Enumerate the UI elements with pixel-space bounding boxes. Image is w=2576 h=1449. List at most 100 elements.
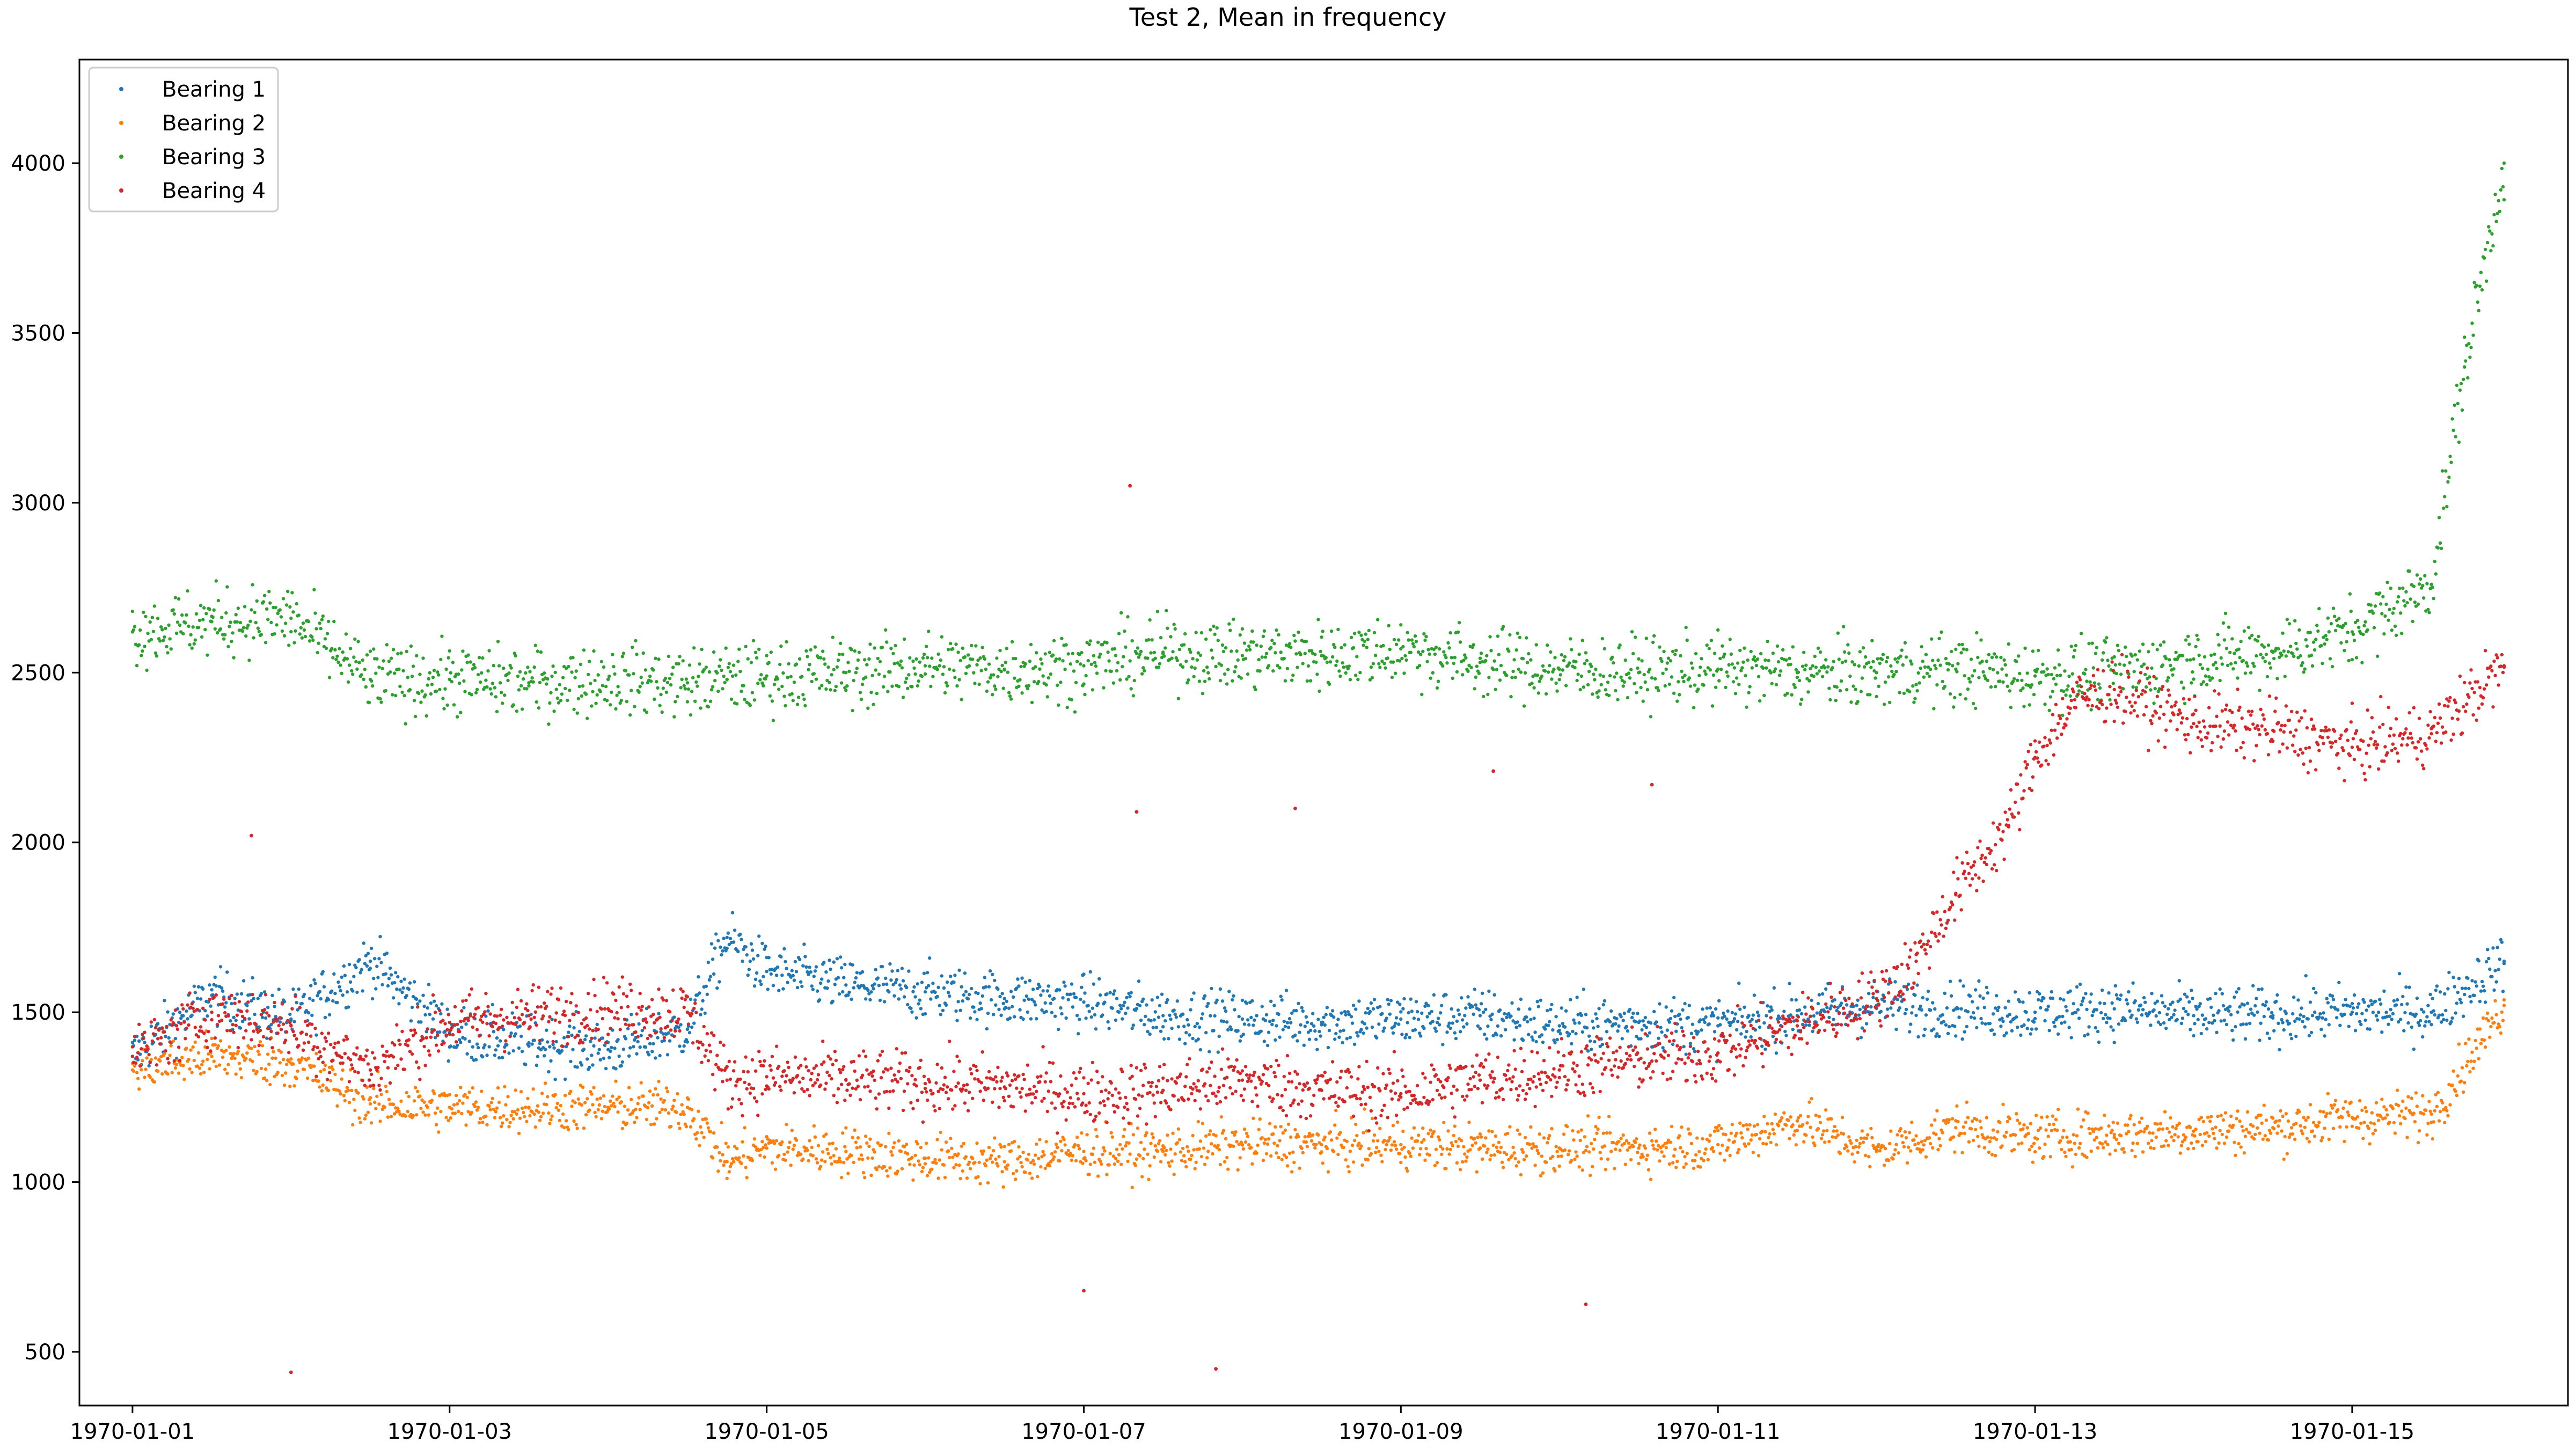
data-point <box>2180 1016 2185 1020</box>
data-point <box>1092 982 1096 986</box>
data-point <box>2445 1018 2449 1022</box>
data-point <box>223 1067 227 1071</box>
data-point <box>1291 1150 1295 1154</box>
data-point <box>494 1110 498 1114</box>
data-point <box>2164 1027 2168 1030</box>
data-point <box>1460 1139 1463 1143</box>
data-point <box>423 1013 427 1017</box>
data-point <box>502 1028 506 1031</box>
data-point <box>1589 1173 1592 1177</box>
data-point <box>1433 1163 1437 1167</box>
data-point <box>372 1087 376 1091</box>
data-point <box>1598 1151 1602 1154</box>
data-point <box>846 1172 850 1175</box>
data-point <box>1193 1167 1197 1170</box>
data-point <box>2416 1021 2420 1024</box>
data-point <box>2012 1147 2016 1152</box>
data-point <box>896 1169 899 1173</box>
data-point <box>825 1147 829 1151</box>
data-point <box>2369 999 2373 1003</box>
data-point <box>1463 1152 1467 1156</box>
data-point <box>1966 1116 1970 1119</box>
data-point <box>847 990 851 994</box>
data-point <box>1514 1164 1518 1168</box>
data-point <box>1041 989 1045 993</box>
data-point <box>460 668 464 672</box>
data-point <box>1690 1022 1695 1026</box>
data-point <box>1036 1175 1040 1179</box>
data-point <box>141 1059 144 1063</box>
data-point <box>676 1092 679 1096</box>
data-point <box>1465 1022 1469 1026</box>
data-point <box>420 1098 424 1102</box>
data-point <box>1517 1007 1520 1011</box>
data-point <box>1038 1138 1042 1141</box>
data-point <box>647 1101 651 1105</box>
data-point <box>554 1040 558 1044</box>
data-point <box>1043 1166 1047 1170</box>
data-point <box>1533 1163 1537 1167</box>
data-point <box>396 1106 400 1110</box>
data-point <box>627 1054 631 1058</box>
data-point <box>530 676 534 680</box>
data-point <box>1936 1147 1940 1152</box>
data-point <box>2497 968 2500 971</box>
data-point <box>306 1056 311 1060</box>
data-point <box>1148 1032 1152 1036</box>
data-point <box>1125 996 1129 1000</box>
data-point <box>1345 1139 1349 1144</box>
data-point <box>2360 1012 2364 1015</box>
data-point <box>768 694 772 698</box>
data-point <box>1587 1034 1591 1038</box>
data-point <box>925 971 930 975</box>
data-point <box>2461 1090 2465 1094</box>
data-point <box>2070 1165 2074 1169</box>
data-point <box>1166 998 1169 1002</box>
data-point <box>491 1002 494 1007</box>
data-point <box>1601 1003 1605 1007</box>
data-point <box>324 646 328 650</box>
data-point <box>2349 1100 2353 1104</box>
data-point <box>576 1097 581 1101</box>
data-point <box>2191 997 2194 1000</box>
data-point <box>240 1020 245 1023</box>
data-point <box>1768 1132 1772 1136</box>
data-point <box>744 645 748 649</box>
data-point <box>1900 1134 1904 1138</box>
data-point <box>685 700 690 704</box>
data-point <box>2034 1114 2038 1117</box>
data-point <box>738 932 742 936</box>
data-point <box>430 683 434 686</box>
data-point <box>2432 1120 2435 1124</box>
data-point <box>1014 1177 1018 1181</box>
data-point <box>2272 1029 2276 1033</box>
data-point <box>678 1126 682 1130</box>
data-point <box>2063 1150 2067 1154</box>
data-point <box>632 672 635 676</box>
data-point <box>681 1049 685 1053</box>
data-point <box>806 655 809 658</box>
data-point <box>1441 1043 1445 1046</box>
data-point <box>2371 1132 2375 1136</box>
data-point <box>346 680 350 684</box>
data-point <box>816 1144 821 1147</box>
data-point <box>637 1022 641 1026</box>
data-point <box>523 1115 526 1118</box>
data-point <box>1275 1151 1278 1155</box>
data-point <box>511 1049 515 1053</box>
data-point <box>2192 1014 2196 1018</box>
data-point <box>2038 1146 2041 1150</box>
data-point <box>1747 1014 1751 1018</box>
data-point <box>281 1058 286 1062</box>
data-point <box>2082 1118 2085 1122</box>
data-point <box>1527 1033 1531 1036</box>
data-point <box>1312 1024 1316 1028</box>
data-point <box>855 1146 859 1150</box>
data-point <box>2075 1134 2079 1138</box>
data-point <box>2418 1019 2423 1023</box>
data-point <box>1136 1126 1140 1130</box>
data-point <box>2052 1122 2056 1126</box>
data-point <box>704 984 708 989</box>
data-point <box>1201 1012 1205 1016</box>
data-point <box>1084 1016 1088 1020</box>
